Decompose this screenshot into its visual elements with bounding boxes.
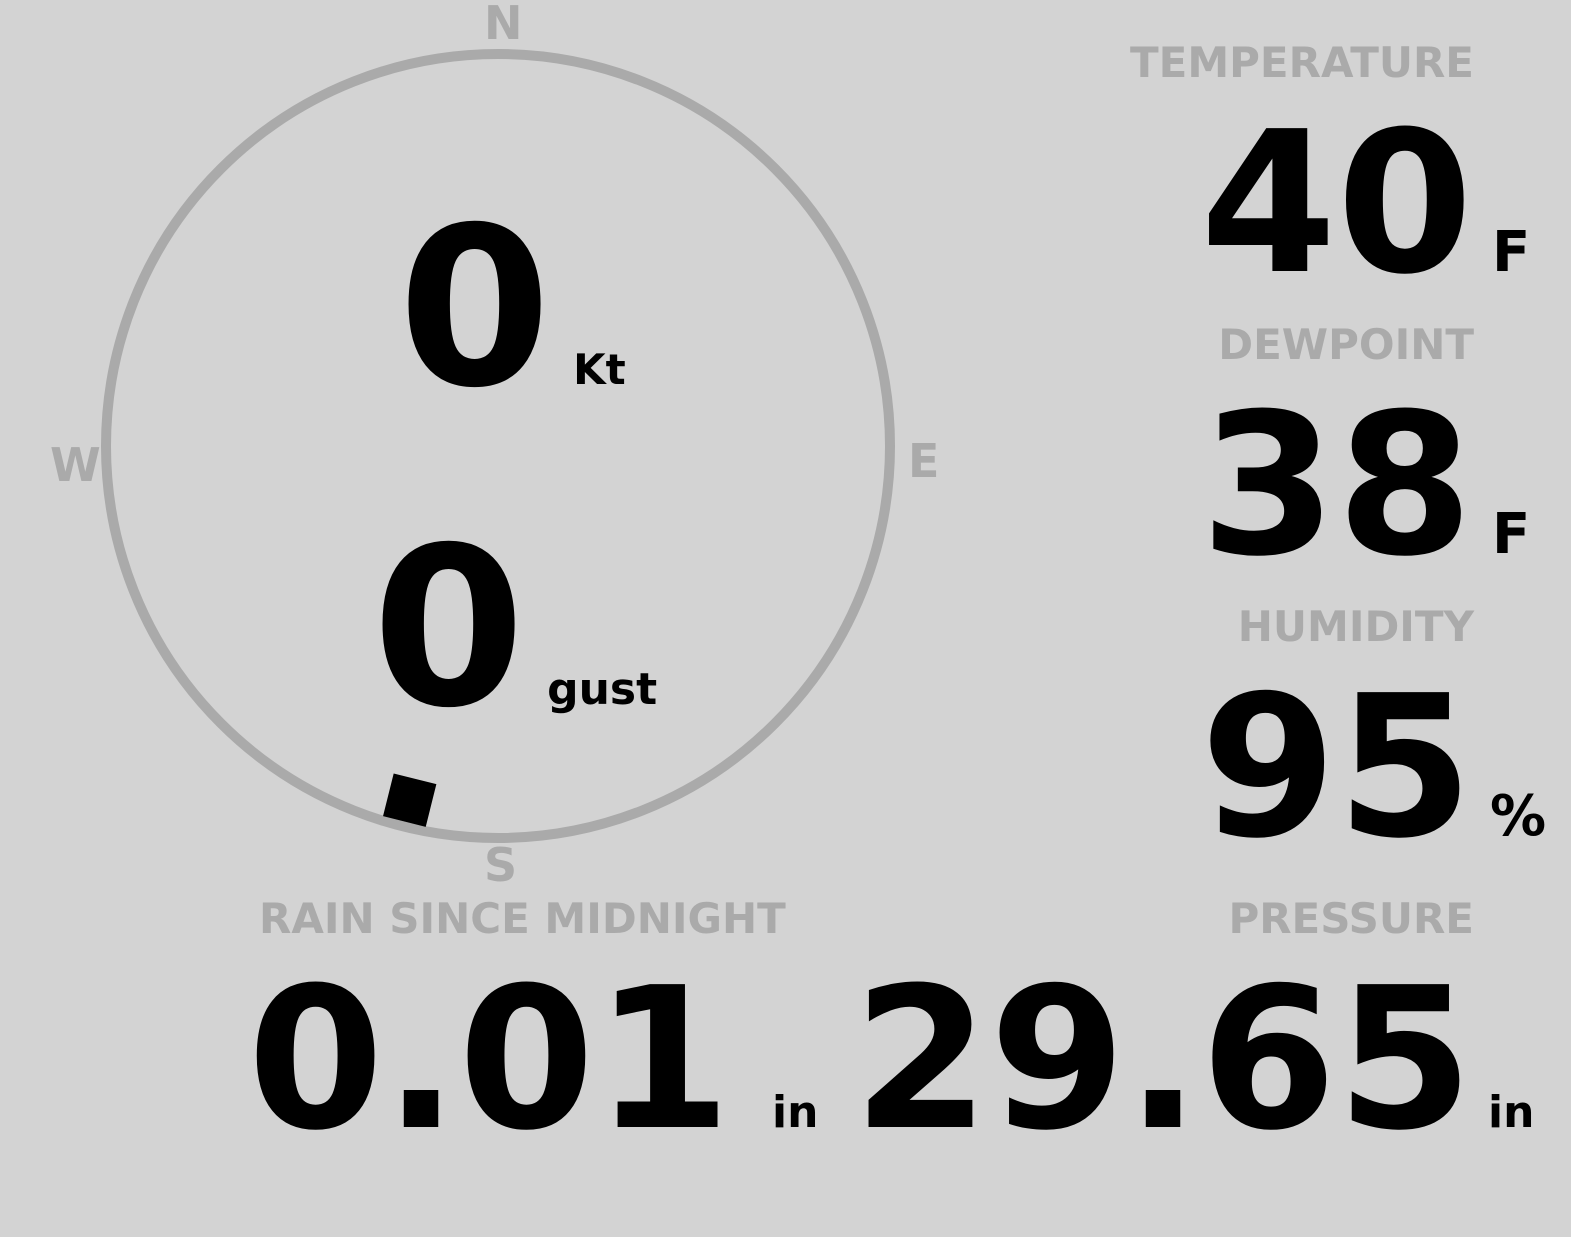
compass-e: E bbox=[908, 434, 940, 488]
pressure-label: PRESSURE bbox=[1228, 894, 1474, 943]
compass-n: N bbox=[484, 0, 523, 50]
humidity-value: 95 bbox=[1200, 654, 1473, 882]
rain-value: 0.01 bbox=[247, 946, 731, 1174]
compass-s: S bbox=[484, 838, 518, 892]
temperature-unit: F bbox=[1492, 220, 1531, 285]
dewpoint-label: DEWPOINT bbox=[1218, 320, 1474, 369]
rain-unit: in bbox=[772, 1087, 819, 1138]
wind-gust-unit: gust bbox=[547, 664, 658, 715]
compass-ring bbox=[101, 49, 895, 843]
compass-w: W bbox=[50, 438, 101, 492]
pressure-value: 29.65 bbox=[853, 946, 1473, 1174]
wind-speed: 0 Kt bbox=[398, 180, 626, 436]
wind-speed-unit: Kt bbox=[573, 345, 626, 394]
humidity-unit: % bbox=[1490, 784, 1547, 849]
rain-label: RAIN SINCE MIDNIGHT bbox=[259, 894, 786, 943]
pressure-unit: in bbox=[1488, 1087, 1535, 1138]
temperature-value: 40 bbox=[1200, 90, 1473, 318]
dewpoint-value: 38 bbox=[1200, 372, 1473, 600]
dewpoint-unit: F bbox=[1492, 502, 1531, 567]
wind-direction-marker bbox=[383, 773, 437, 827]
wind-gust: 0 gust bbox=[372, 500, 657, 756]
wind-speed-value: 0 bbox=[398, 180, 552, 436]
wind-gust-value: 0 bbox=[372, 500, 526, 756]
temperature-label: TEMPERATURE bbox=[1130, 38, 1474, 87]
humidity-label: HUMIDITY bbox=[1237, 602, 1474, 651]
